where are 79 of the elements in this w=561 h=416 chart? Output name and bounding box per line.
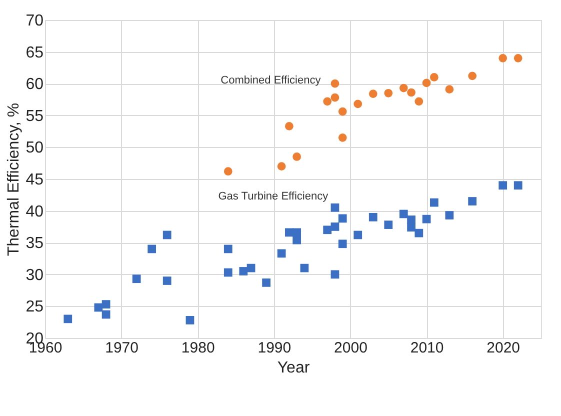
point xyxy=(338,133,347,142)
point xyxy=(330,79,340,88)
point xyxy=(262,278,270,287)
point xyxy=(384,88,393,98)
point xyxy=(224,268,232,277)
point xyxy=(514,181,522,190)
y-tick-label: 65 xyxy=(26,44,44,62)
point xyxy=(354,100,362,108)
point xyxy=(498,54,508,62)
x-tick-label: 1980 xyxy=(181,340,215,356)
point xyxy=(285,228,294,237)
point xyxy=(300,264,309,272)
point xyxy=(498,181,508,190)
point xyxy=(368,90,378,98)
y-tick-label: 60 xyxy=(26,76,44,94)
point xyxy=(338,240,347,248)
point xyxy=(368,212,378,222)
point xyxy=(414,228,424,238)
point xyxy=(292,152,301,161)
point xyxy=(132,274,141,284)
point xyxy=(338,214,347,223)
point xyxy=(323,226,332,234)
point xyxy=(277,162,286,170)
point xyxy=(407,223,416,232)
point xyxy=(407,88,416,97)
point xyxy=(468,197,477,206)
point xyxy=(430,198,438,207)
point xyxy=(246,264,256,272)
point xyxy=(285,122,294,130)
point xyxy=(407,216,416,224)
y-tick-label: 35 xyxy=(26,235,44,252)
point xyxy=(162,230,172,240)
x-axis-title: Year xyxy=(277,360,310,376)
x-tick-label: 1970 xyxy=(105,340,138,356)
point xyxy=(148,244,156,254)
point xyxy=(330,93,340,102)
point xyxy=(330,270,340,279)
point xyxy=(239,267,248,276)
y-tick-label: 50 xyxy=(26,140,44,157)
point xyxy=(338,107,347,116)
point xyxy=(64,314,72,324)
point xyxy=(224,244,232,254)
point xyxy=(292,236,301,244)
point xyxy=(186,316,194,324)
y-axis-title: Thermal Efficiency, % xyxy=(6,102,23,256)
point xyxy=(399,84,408,92)
point xyxy=(277,249,286,258)
x-tick-label: 2000 xyxy=(334,340,368,356)
point xyxy=(94,303,103,312)
y-tick-label: 70 xyxy=(26,12,44,30)
point xyxy=(292,228,301,237)
point xyxy=(224,167,232,176)
point xyxy=(445,211,454,220)
point xyxy=(330,222,340,231)
x-tick-label: 2010 xyxy=(410,340,444,356)
y-tick-label: 25 xyxy=(26,298,44,316)
point xyxy=(330,203,340,212)
x-tick-label: 2020 xyxy=(486,340,520,356)
point xyxy=(422,78,431,88)
point xyxy=(384,220,393,229)
y-tick-label: 30 xyxy=(26,266,44,284)
y-tick-label: 55 xyxy=(26,108,44,125)
y-tick-label: 45 xyxy=(26,172,44,188)
point xyxy=(430,73,438,82)
point xyxy=(354,230,362,240)
point xyxy=(414,97,424,106)
annotation: Gas Turbine Efficiency xyxy=(218,190,329,202)
point xyxy=(102,300,110,308)
point xyxy=(514,54,522,62)
point xyxy=(445,85,454,94)
point xyxy=(102,310,110,319)
point xyxy=(323,97,332,106)
point xyxy=(422,214,431,224)
point xyxy=(468,72,477,80)
point xyxy=(399,210,408,218)
x-tick-label: 1990 xyxy=(258,340,292,356)
point xyxy=(162,276,172,285)
annotation: Combined Efficiency xyxy=(220,74,322,86)
y-tick-label: 40 xyxy=(26,203,44,220)
